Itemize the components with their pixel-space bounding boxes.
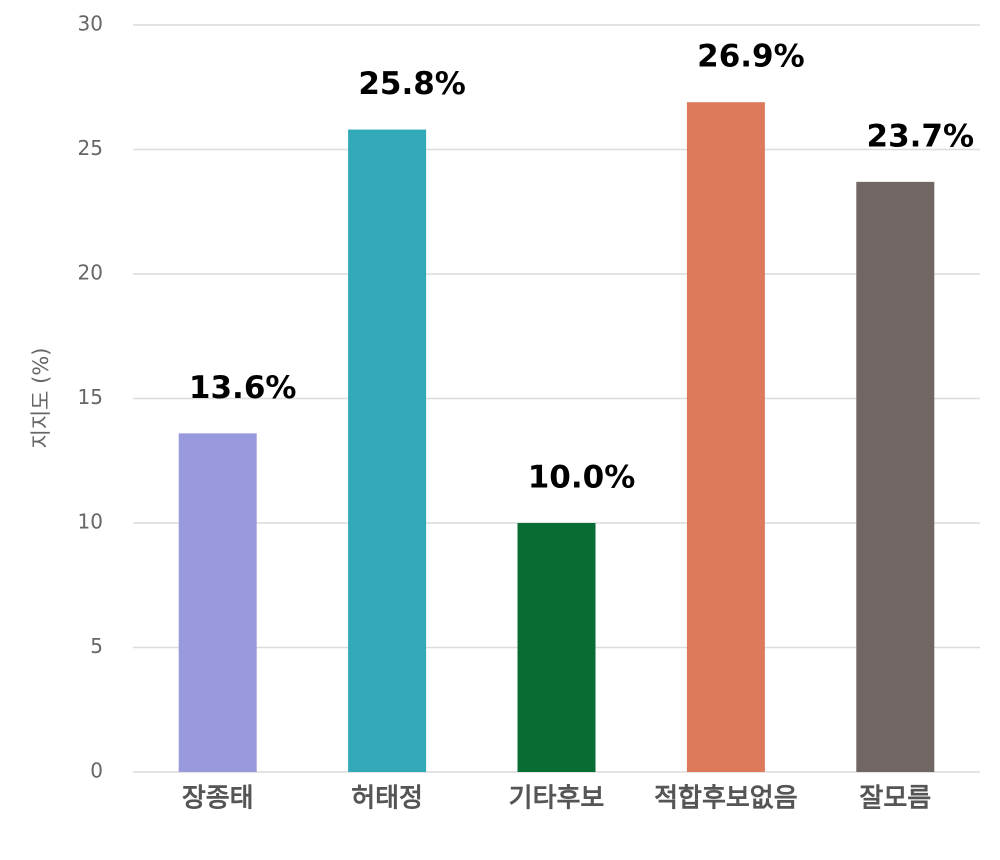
x-tick-label: 장종태: [182, 784, 254, 814]
value-label: 26.9%: [697, 39, 805, 75]
value-label: 10.0%: [528, 460, 636, 496]
value-label: 25.8%: [358, 66, 466, 102]
y-axis-label: 지지도 (%): [29, 348, 53, 449]
bar: [178, 433, 257, 772]
y-tick-label: 0: [90, 759, 103, 783]
y-tick-label: 15: [78, 385, 103, 409]
y-tick-label: 25: [78, 136, 103, 160]
bar: [686, 102, 765, 772]
y-tick-label: 5: [90, 634, 103, 658]
y-tick-label: 30: [78, 12, 103, 36]
x-tick-label: 잘모름: [859, 784, 931, 814]
bar: [517, 523, 596, 772]
x-tick-label: 기타후보: [509, 784, 605, 814]
value-label: 13.6%: [189, 370, 297, 406]
bar: [348, 129, 427, 772]
x-tick-label: 적합후보없음: [654, 784, 798, 814]
y-tick-label: 10: [78, 510, 103, 534]
bar: [856, 181, 935, 772]
x-tick-label: 허태정: [351, 784, 423, 814]
value-label: 23.7%: [867, 118, 975, 154]
y-tick-label: 20: [78, 261, 103, 285]
